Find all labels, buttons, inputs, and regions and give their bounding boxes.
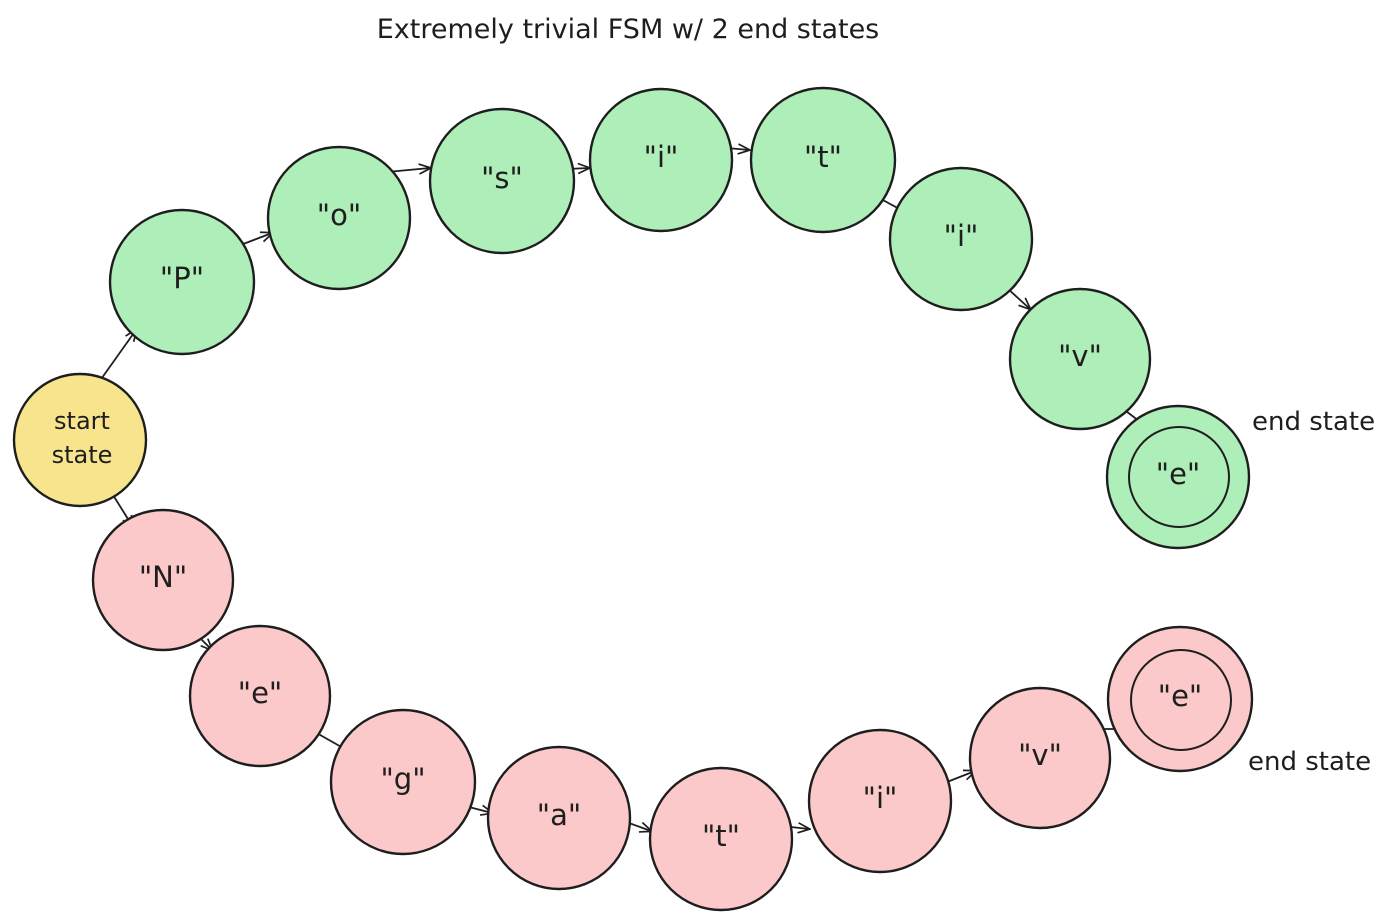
state-circle xyxy=(648,766,794,912)
state-e-positive-end: "e" xyxy=(1105,404,1251,550)
state-circle xyxy=(588,87,734,233)
arrow-a-to-t xyxy=(628,823,651,831)
state-start: start state xyxy=(12,372,148,508)
state-v1: "v" xyxy=(1008,287,1152,431)
arrow-i3-to-v2 xyxy=(946,771,975,783)
state-i1: "i" xyxy=(588,87,734,233)
state-label: "e" xyxy=(238,676,283,710)
state-label: "v" xyxy=(1058,339,1102,373)
state-circle xyxy=(486,745,632,891)
start-state-label-line2: state xyxy=(52,441,113,469)
state-e-negative-end: "e" xyxy=(1106,625,1254,773)
start-state-label-line1: start xyxy=(54,407,110,435)
state-i2: "i" xyxy=(888,166,1034,312)
state-circle xyxy=(749,86,897,234)
arrow-o-to-s xyxy=(386,168,430,172)
state-label: "i" xyxy=(863,781,898,815)
state-label: "g" xyxy=(380,762,425,796)
state-circle xyxy=(108,208,256,356)
state-s: "s" xyxy=(428,107,576,255)
end-state-annotation-positive: end state xyxy=(1252,407,1375,437)
state-label: "v" xyxy=(1018,738,1062,772)
state-v2: "v" xyxy=(968,686,1112,830)
state-t1: "t" xyxy=(749,86,897,234)
state-label: "t" xyxy=(804,140,842,174)
state-circle xyxy=(266,145,412,291)
state-label: "N" xyxy=(139,560,187,594)
arrow-start-to-p xyxy=(98,330,136,383)
diagram-title: Extremely trivial FSM w/ 2 end states xyxy=(377,14,880,45)
state-label: "s" xyxy=(481,161,523,195)
start-state-circle xyxy=(12,372,148,508)
state-label: "e" xyxy=(1156,457,1201,491)
state-circle xyxy=(188,624,332,768)
end-state-annotation-negative: end state xyxy=(1248,747,1371,777)
state-i3: "i" xyxy=(807,728,953,874)
state-e1: "e" xyxy=(188,624,332,768)
state-circle xyxy=(1008,287,1152,431)
state-o: "o" xyxy=(266,145,412,291)
state-label: "i" xyxy=(944,219,979,253)
state-circle xyxy=(91,508,235,652)
state-label: "i" xyxy=(644,140,679,174)
state-circle xyxy=(428,107,576,255)
state-label: "t" xyxy=(702,819,740,853)
state-circle xyxy=(888,166,1034,312)
state-label: "e" xyxy=(1158,679,1203,713)
state-label: "a" xyxy=(537,798,581,832)
state-g: "g" xyxy=(329,708,477,856)
arrow-i2-to-v xyxy=(1006,287,1030,309)
state-label: "o" xyxy=(317,198,361,232)
state-p: "P" xyxy=(108,208,256,356)
state-label: "P" xyxy=(160,261,204,295)
state-t2: "t" xyxy=(648,766,794,912)
end-state-inner-circle xyxy=(1130,649,1232,751)
state-circle xyxy=(807,728,953,874)
arrow-t-to-i3 xyxy=(790,827,809,829)
state-n: "N" xyxy=(91,508,235,652)
end-state-inner-circle xyxy=(1128,426,1230,528)
state-circle xyxy=(968,686,1112,830)
state-a: "a" xyxy=(486,745,632,891)
state-circle xyxy=(329,708,477,856)
